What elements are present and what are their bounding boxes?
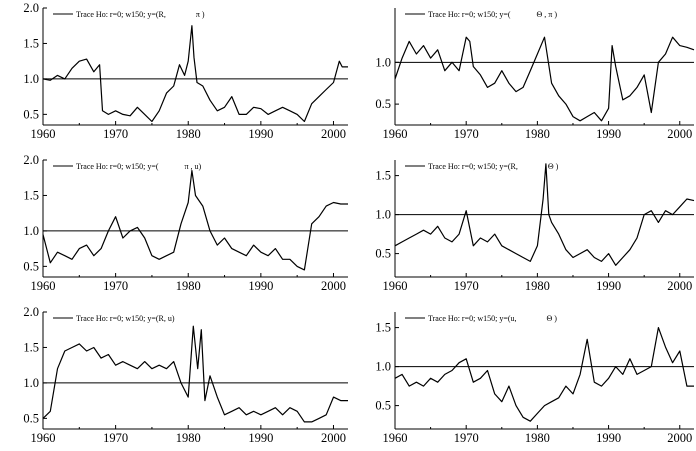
y-tick-label: 1.5 [23,340,39,354]
y-tick-label: 1.0 [375,55,391,69]
legend-label: Trace Ho: r=0; w150; y=( π , u) [76,162,202,171]
x-tick-label: 1960 [31,127,56,141]
chart-panel-1: 1960 1970 1980 1990 2000 0.5 1.0 1.5 2.0 Trace Ho… [23,1,348,141]
y-tick-label: 0.5 [23,259,39,273]
x-tick-label: 1970 [454,431,479,445]
x-tick-label: 1970 [454,279,479,293]
x-tick-label: 1970 [103,431,128,445]
x-tick-label: 1990 [248,279,273,293]
x-tick-label: 1980 [525,431,550,445]
legend-label: Trace Ho: r=0; w150; y=( Θ , π ) [428,10,557,19]
chart-panel-2: 1960 1970 1980 1990 2000 0.5 1.0 Trace Ho: r=0;… [375,8,695,141]
y-tick-label: 0.5 [375,97,391,111]
x-tick-label: 1970 [454,127,479,141]
series-line [394,163,695,266]
legend-label: Trace Ho: r=0; w150; y=(u, Θ ) [428,314,557,323]
x-tick-label: 1970 [103,279,128,293]
x-tick-label: 1990 [596,279,621,293]
series-line [394,327,694,422]
x-tick-label: 1970 [103,127,128,141]
x-tick-label: 1980 [176,279,201,293]
y-tick-label: 1.5 [23,188,39,202]
y-tick-label: 0.5 [23,411,39,425]
x-tick-label: 2000 [667,127,692,141]
legend-label: Trace Ho: r=0; w150; y=(R, Θ ) [428,162,559,171]
x-tick-label: 1990 [596,127,621,141]
x-tick-label: 1980 [176,431,201,445]
x-tick-label: 1960 [31,279,56,293]
y-tick-label: 0.5 [375,247,391,261]
x-tick-label: 1990 [248,127,273,141]
legend-label: Trace Ho: r=0; w150; y=(R, u) [76,314,175,323]
x-tick-label: 1980 [525,127,550,141]
y-tick-label: 1.5 [23,36,39,50]
x-tick-label: 2000 [667,431,692,445]
series-line [42,25,348,123]
x-tick-label: 2000 [667,279,692,293]
y-tick-label: 0.5 [375,399,391,413]
chart-panel-5: 1960 1970 1980 1990 2000 0.5 1.0 1.5 2.0 Trace Ho… [23,305,348,445]
series-line [394,36,695,122]
x-tick-label: 2000 [321,279,346,293]
x-tick-label: 2000 [321,431,346,445]
x-tick-label: 1960 [383,127,408,141]
y-tick-label: 2.0 [23,305,39,319]
series-line [42,170,348,271]
x-tick-label: 1980 [176,127,201,141]
chart-panel-3: 1960 1970 1980 1990 2000 0.5 1.0 1.5 2.0 Trace Ho… [23,153,348,293]
y-tick-label: 1.0 [23,72,39,86]
chart-panel-6: 1960 1970 1980 1990 2000 0.5 1.0 1.5 Trace Ho: r… [375,312,694,445]
y-tick-label: 1.0 [375,360,391,374]
x-tick-label: 1960 [31,431,56,445]
x-tick-label: 1960 [383,431,408,445]
x-tick-label: 1990 [596,431,621,445]
y-tick-label: 0.5 [23,107,39,121]
x-tick-label: 1990 [248,431,273,445]
y-tick-label: 1.5 [375,169,391,183]
y-tick-label: 1.0 [23,376,39,390]
chart-panel-4: 1960 1970 1980 1990 2000 0.5 1.0 1.5 Trace Ho: r… [375,160,695,293]
x-tick-label: 2000 [321,127,346,141]
x-tick-label: 1980 [525,279,550,293]
x-tick-label: 1960 [383,279,408,293]
y-tick-label: 1.5 [375,321,391,335]
y-tick-label: 2.0 [23,1,39,15]
series-line [42,325,348,423]
y-tick-label: 1.0 [23,224,39,238]
y-tick-label: 1.0 [375,208,391,222]
legend-label: Trace Ho: r=0; w150; y=(R, π ) [76,10,205,19]
y-tick-label: 2.0 [23,153,39,167]
